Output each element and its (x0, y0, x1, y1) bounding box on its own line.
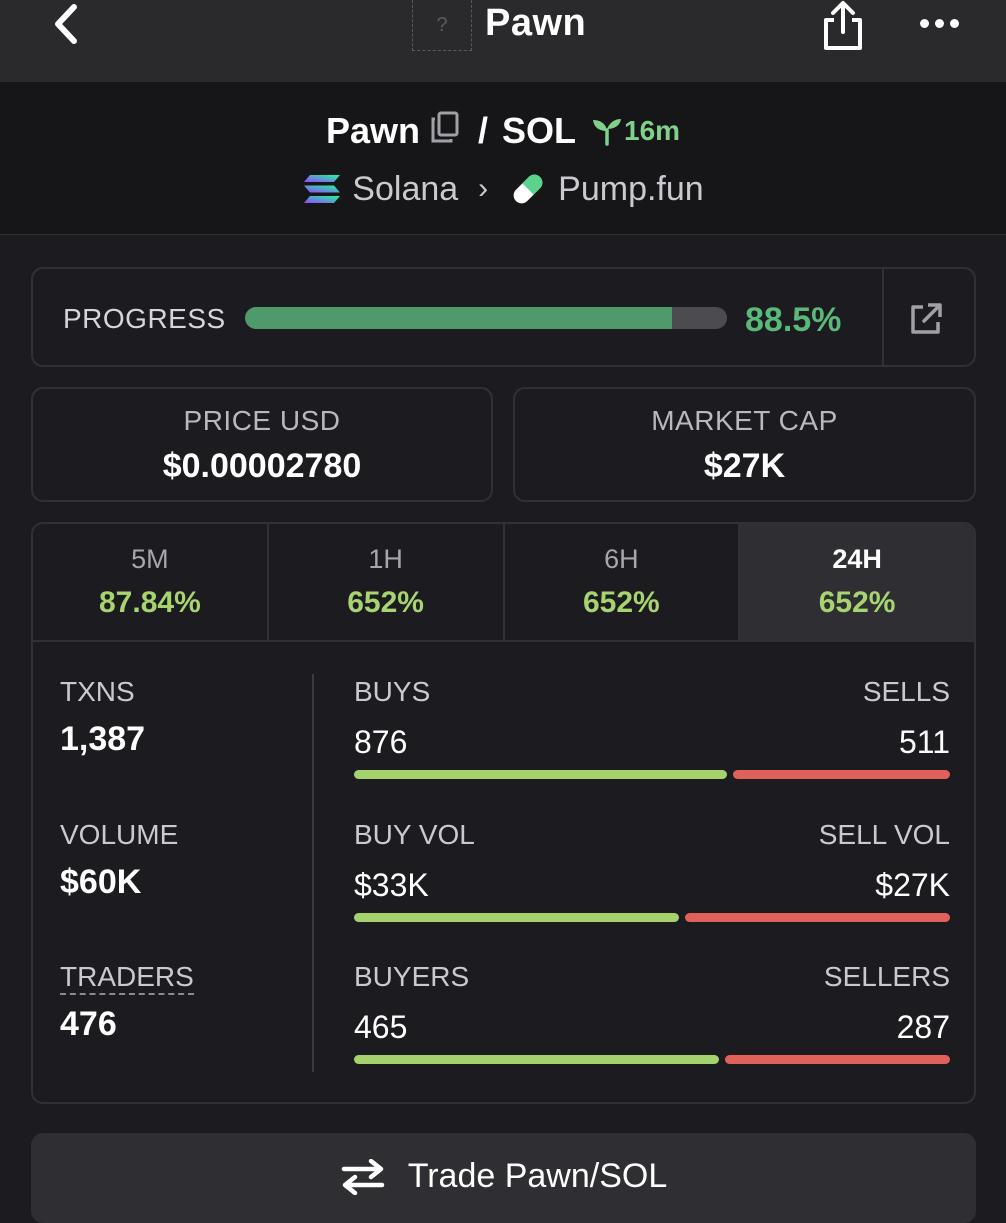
traders-label[interactable]: TRADERS (60, 961, 194, 995)
sell-vol-label: SELL VOL (818, 819, 950, 850)
pair-separator: / (477, 110, 488, 151)
tab-24h[interactable]: 24H 652% (740, 524, 974, 640)
market-cap-card: MARKET CAP $27K (513, 387, 976, 502)
buys-sells-ratio: BUYS SELLS 876 511 (354, 676, 950, 779)
price-usd-card: PRICE USD $0.00002780 (31, 387, 493, 502)
quote-token-symbol: SOL (501, 110, 576, 151)
tab-6h[interactable]: 6H 652% (505, 524, 741, 640)
share-button[interactable] (818, 0, 868, 52)
tab-label: 24H (832, 544, 882, 574)
sprout-icon (593, 119, 621, 146)
trade-button-label: Trade Pawn/SOL (407, 1157, 668, 1195)
tab-label: 5M (131, 544, 169, 574)
tab-label: 1H (368, 544, 403, 574)
traders-stat: TRADERS 476 (60, 961, 194, 1044)
progress-label: PROGRESS (63, 303, 226, 334)
tab-5m[interactable]: 5M 87.84% (33, 524, 269, 640)
pair-title: Pawn / SOL 16m (0, 108, 1006, 154)
external-link-icon (911, 303, 942, 334)
buys-value: 876 (354, 724, 408, 760)
chain-link[interactable]: Solana (352, 169, 459, 208)
sells-label: SELLS (862, 676, 950, 707)
pill-icon (513, 174, 543, 204)
pair-age: 16m (590, 115, 680, 147)
txns-label: TXNS (60, 676, 135, 707)
divider (312, 674, 314, 1072)
sell-bar-segment (724, 1055, 950, 1064)
trade-button[interactable]: Trade Pawn/SOL (31, 1133, 976, 1223)
copy-address-button[interactable] (430, 110, 460, 152)
tab-change: 652% (347, 586, 424, 619)
buyers-label: BUYERS (354, 961, 470, 992)
progress-bar-fill (245, 307, 672, 329)
sell-vol-value: $27K (875, 867, 950, 903)
progress-panel: PROGRESS 88.5% (31, 267, 976, 367)
volume-label: VOLUME (60, 819, 179, 850)
pair-age-value: 16m (624, 115, 681, 146)
copy-icon (431, 111, 459, 143)
tab-1h[interactable]: 1H 652% (269, 524, 505, 640)
token-thumbnail: ? (412, 0, 472, 51)
timeframe-stats-panel: 5M 87.84% 1H 652% 6H 652% 24H 652% TXNS … (31, 522, 976, 1104)
chain-breadcrumb: Solana › Pump.fun (0, 166, 1006, 212)
progress-value: 88.5% (745, 301, 842, 339)
market-cap-value: $27K (703, 447, 786, 485)
tab-change: 652% (583, 586, 660, 619)
swap-arrows-icon (341, 1158, 384, 1195)
timeframe-tabs: 5M 87.84% 1H 652% 6H 652% 24H 652% (33, 524, 974, 642)
sell-bar-segment (732, 770, 950, 779)
tab-label: 6H (604, 544, 639, 574)
token-placeholder-icon: ? (436, 13, 448, 36)
share-icon (824, 1, 862, 50)
sellers-value: 287 (896, 1009, 950, 1045)
more-icon (919, 18, 929, 28)
top-nav-bar: ? Pawn (0, 0, 1006, 82)
buys-label: BUYS (354, 676, 431, 707)
pair-header: Pawn / SOL 16m (0, 82, 1006, 235)
buy-bar-segment (354, 1055, 719, 1064)
buy-vol-label: BUY VOL (354, 819, 475, 850)
txns-value: 1,387 (60, 720, 146, 758)
back-chevron-icon (55, 4, 77, 44)
chevron-right-icon: › (478, 172, 489, 205)
tab-change: 652% (818, 586, 896, 619)
volume-ratio: BUY VOL SELL VOL $33K $27K (354, 819, 950, 922)
open-external-button[interactable] (903, 297, 949, 341)
volume-bar (354, 913, 950, 922)
more-options-button[interactable] (914, 6, 964, 40)
sells-value: 511 (898, 724, 950, 760)
nav-title: Pawn (485, 2, 587, 44)
price-usd-label: PRICE USD (183, 405, 341, 436)
volume-value: $60K (60, 863, 142, 901)
sellers-label: SELLERS (823, 961, 950, 992)
buy-bar-segment (354, 770, 727, 779)
buys-sells-bar (354, 770, 950, 779)
progress-bar (245, 307, 727, 329)
volume-stat: VOLUME $60K (60, 819, 178, 902)
dex-link[interactable]: Pump.fun (558, 169, 704, 208)
txns-stat: TXNS 1,387 (60, 676, 145, 759)
tab-change: 87.84% (99, 586, 201, 619)
buy-bar-segment (354, 913, 679, 922)
divider (882, 269, 884, 365)
price-usd-value: $0.00002780 (162, 447, 362, 485)
buy-vol-value: $33K (354, 867, 429, 903)
traders-value: 476 (60, 1005, 117, 1043)
sell-bar-segment (684, 913, 950, 922)
buyers-value: 465 (354, 1009, 408, 1045)
back-button[interactable] (46, 2, 86, 46)
makers-bar (354, 1055, 950, 1064)
base-token-symbol: Pawn (325, 110, 420, 151)
makers-ratio: BUYERS SELLERS 465 287 (354, 961, 950, 1064)
market-cap-label: MARKET CAP (651, 405, 838, 436)
solana-logo-icon (304, 175, 341, 203)
